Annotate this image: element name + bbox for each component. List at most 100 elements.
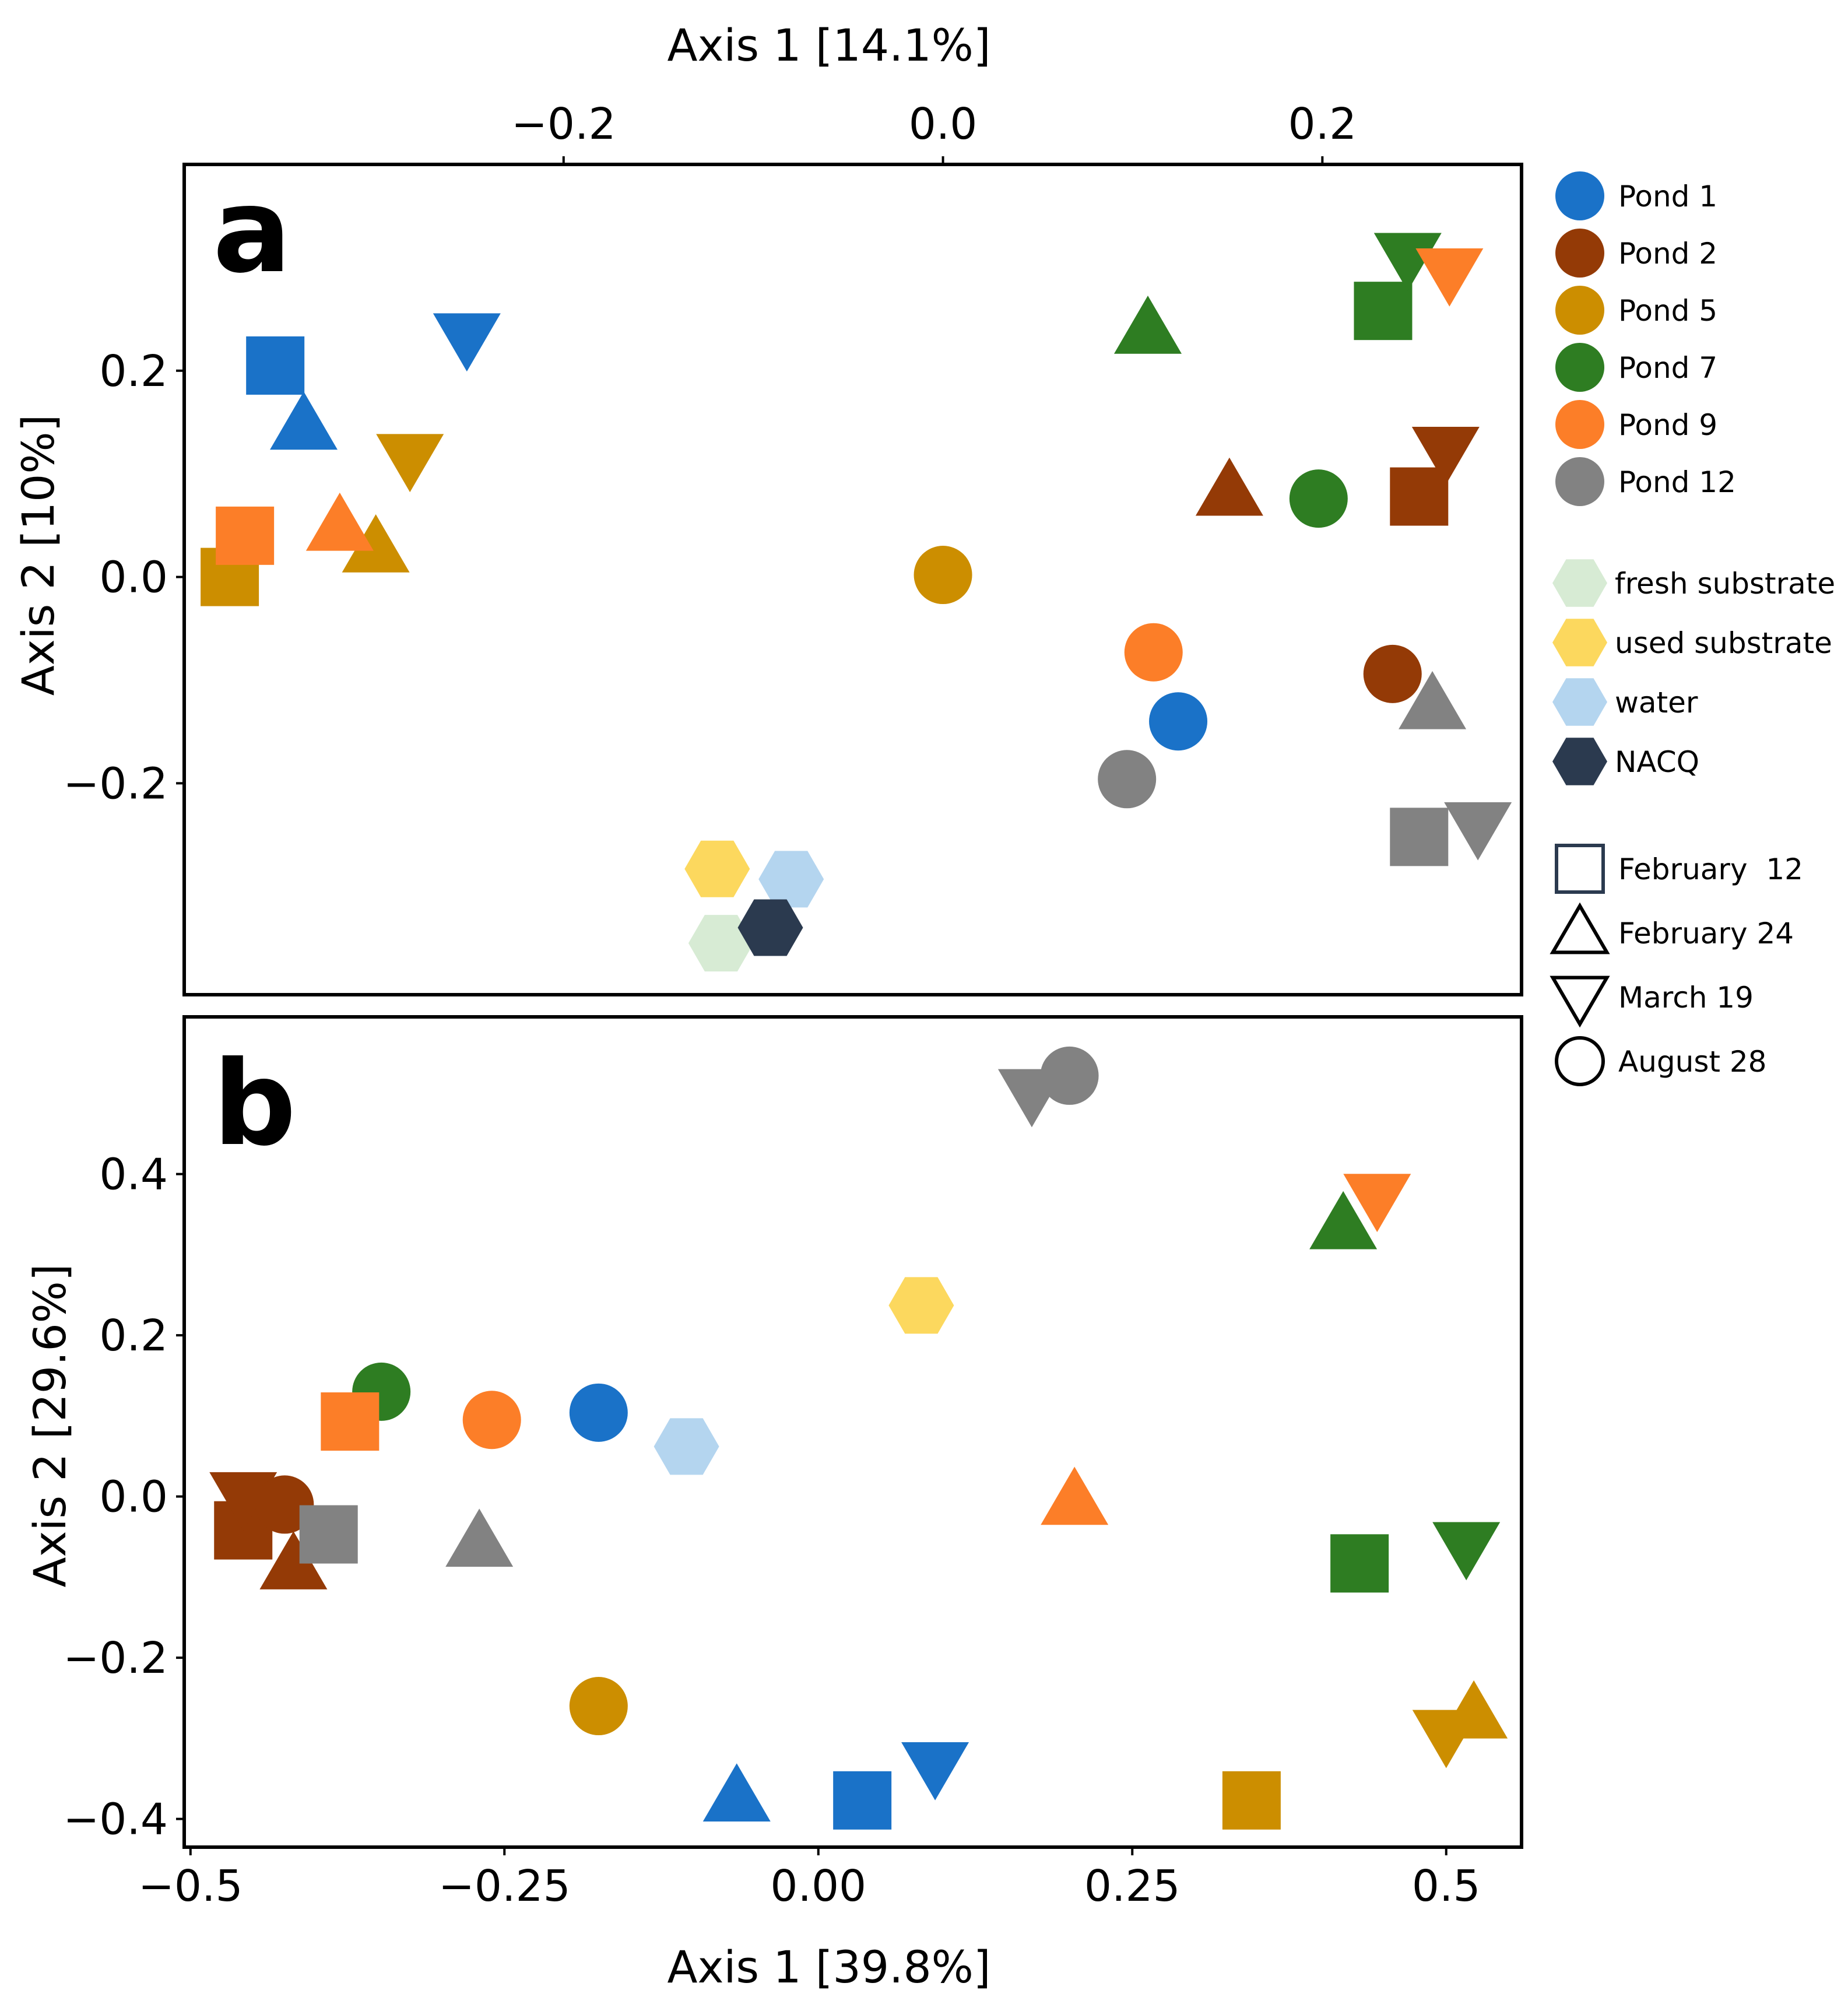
panel-b-frame bbox=[182, 1015, 1523, 1849]
panel-b-point-pond-1-triangle-down bbox=[901, 1742, 969, 1801]
panel-b-point-pond-9-triangle-up bbox=[1041, 1466, 1109, 1525]
panel-b-point-pond-1-circle bbox=[569, 1383, 628, 1442]
panel-a-point-pond-12-triangle-up bbox=[1399, 671, 1467, 729]
panel-a-frame bbox=[182, 163, 1523, 996]
panel-b-point-pond-7-triangle-up bbox=[1309, 1191, 1378, 1250]
panel-a-y-tick-label: 0.0 bbox=[99, 553, 168, 603]
panel-a-ticks: −0.2 0.0 0.2 0.2 0.0 −0.2 bbox=[63, 99, 1357, 809]
panel-b-point-pond-7-square bbox=[1330, 1534, 1389, 1593]
panel-b-x-tick-label: −0.25 bbox=[438, 1861, 571, 1911]
panel-b: −0.5 −0.25 0.00 0.25 0.50.40.20.0−0.2−0.4 b … bbox=[24, 1015, 1523, 1993]
panel-a-point-pond-1-triangle-up bbox=[269, 391, 338, 450]
panel-b-y-tick-label: 0.2 bbox=[99, 1311, 168, 1361]
panel-a-point-used-substrate-hexagon bbox=[684, 840, 750, 897]
panel-a-point-pond-9-square bbox=[216, 506, 275, 565]
panel-a-points bbox=[201, 233, 1512, 972]
legend-marker-pond-1 bbox=[1555, 171, 1604, 220]
legend-marker-water bbox=[1552, 678, 1607, 726]
legend-label-pond-7: Pond 7 bbox=[1618, 351, 1717, 385]
panel-b-point-pond-1-square bbox=[833, 1771, 892, 1830]
legend-marker-used-substrate bbox=[1552, 619, 1607, 666]
legend-label-pond-9: Pond 9 bbox=[1618, 408, 1717, 442]
panel-a-point-pond-7-square bbox=[1354, 282, 1413, 341]
legend-marker-circle bbox=[1555, 1036, 1605, 1086]
panel-a-point-pond-1-circle bbox=[1149, 692, 1208, 751]
panel-b-point-pond-9-circle bbox=[462, 1391, 521, 1450]
panel-a-point-pond-5-triangle-down bbox=[376, 434, 444, 493]
panel-a-point-pond-2-square bbox=[1390, 467, 1449, 526]
panel-b-point-used-substrate-hexagon bbox=[888, 1277, 954, 1334]
panel-a-point-pond-2-circle bbox=[1363, 644, 1422, 703]
panel-a-y-tick-label: 0.2 bbox=[99, 346, 168, 396]
legend-label-nacq: NACQ bbox=[1615, 745, 1699, 779]
panel-a-point-pond-12-triangle-down bbox=[1444, 802, 1512, 861]
panel-b-point-pond-9-triangle-down bbox=[1343, 1174, 1411, 1233]
panel-b-point-pond-5-triangle-down bbox=[1412, 1710, 1480, 1768]
panel-a-x-tick-label: 0.0 bbox=[909, 99, 978, 149]
legend-label-used-substrate: used substrate bbox=[1615, 626, 1832, 660]
panel-b-point-pond-1-triangle-up bbox=[702, 1763, 771, 1822]
panel-a-x-axis-title: Axis 1 [14.1%] bbox=[667, 19, 990, 71]
panel-b-point-water-hexagon bbox=[654, 1418, 719, 1475]
panel-a-point-pond-7-triangle-up bbox=[1113, 296, 1182, 354]
panel-a-y-axis-title: Axis 2 [10%] bbox=[12, 415, 64, 696]
panel-a-point-nacq-hexagon bbox=[737, 899, 803, 956]
legend-label-pond-5: Pond 5 bbox=[1618, 294, 1717, 328]
panel-b-letter: b bbox=[213, 1036, 296, 1172]
panel-a-point-pond-7-triangle-down bbox=[1373, 233, 1442, 292]
legend-marker-triangle-up bbox=[1550, 902, 1610, 954]
panel-a-point-pond-2-triangle-down bbox=[1411, 427, 1480, 485]
legend-marker-fresh-substrate bbox=[1552, 559, 1607, 607]
panel-b-point-pond-12-square bbox=[299, 1505, 358, 1564]
legend-label-pond-12: Pond 12 bbox=[1618, 465, 1736, 499]
panel-a-point-water-hexagon bbox=[758, 851, 824, 908]
panel-a-point-fresh-substrate-hexagon bbox=[688, 915, 754, 972]
panel-b-x-axis-title: Axis 1 [39.8%] bbox=[667, 1941, 990, 1993]
panel-b-point-pond-9-square bbox=[321, 1392, 380, 1451]
panel-b-point-pond-12-triangle-up bbox=[445, 1508, 514, 1567]
legend-marker-pond-5 bbox=[1555, 286, 1604, 335]
panel-a-point-pond-1-square bbox=[246, 336, 305, 395]
panel-b-point-pond-5-square bbox=[1222, 1771, 1281, 1830]
panel-a-x-tick-label: −0.2 bbox=[511, 99, 616, 149]
panel-b-x-tick-label: 0.25 bbox=[1084, 1861, 1181, 1911]
panel-a-point-pond-9-triangle-down bbox=[1415, 248, 1484, 307]
legend-label-fresh-substrate: fresh substrate bbox=[1615, 567, 1835, 601]
panel-b-y-axis-title: Axis 2 [29.6%] bbox=[24, 1264, 76, 1587]
legend-marker-triangle-down bbox=[1550, 975, 1610, 1028]
panel-a-point-pond-2-triangle-up bbox=[1195, 457, 1263, 516]
panel-b-point-pond-12-circle bbox=[1040, 1046, 1099, 1105]
legend-marker-pond-9 bbox=[1555, 400, 1604, 449]
panel-a-letter: a bbox=[213, 163, 291, 299]
panel-b-point-pond-7-triangle-down bbox=[1432, 1522, 1501, 1581]
legend-label-date: March 19 bbox=[1618, 981, 1754, 1015]
panel-a-point-pond-7-circle bbox=[1289, 469, 1348, 528]
panel-b-point-pond-2-circle bbox=[255, 1475, 314, 1534]
panel-a-x-tick-label: 0.2 bbox=[1288, 99, 1357, 149]
panel-b-points bbox=[209, 1046, 1508, 1830]
legend-label-pond-1: Pond 1 bbox=[1618, 180, 1717, 213]
panel-a: −0.2 0.0 0.2 0.2 0.0 −0.2 a Axis 1 [14.1%] Ax… bbox=[12, 19, 1523, 996]
panel-b-point-pond-2-triangle-up bbox=[259, 1531, 328, 1589]
legend-marker-nacq bbox=[1552, 738, 1607, 785]
panel-b-y-tick-label: 0.0 bbox=[99, 1472, 168, 1522]
panel-a-point-pond-12-circle bbox=[1098, 750, 1157, 809]
panel-a-y-tick-label: −0.2 bbox=[63, 759, 168, 809]
legend: Pond 1 Pond 2 Pond 5 Pond 7 Pond 9 Pond 12 fre… bbox=[1550, 171, 1835, 1086]
legend-marker-square bbox=[1555, 844, 1605, 894]
panel-a-point-pond-5-circle bbox=[914, 546, 972, 605]
panel-b-y-tick-label: −0.2 bbox=[63, 1633, 168, 1683]
legend-label-pond-2: Pond 2 bbox=[1618, 237, 1717, 271]
panel-b-point-pond-2-triangle-down bbox=[209, 1472, 277, 1531]
panel-a-point-pond-1-triangle-down bbox=[433, 313, 501, 372]
panel-a-point-pond-12-square bbox=[1390, 808, 1449, 866]
panel-a-point-pond-9-triangle-up bbox=[305, 492, 374, 551]
panel-b-x-tick-label: −0.5 bbox=[138, 1861, 243, 1911]
legend-label-date: August 28 bbox=[1618, 1045, 1767, 1079]
panel-a-point-pond-5-triangle-up bbox=[342, 514, 410, 573]
legend-marker-pond-7 bbox=[1555, 343, 1604, 392]
legend-label-water: water bbox=[1615, 686, 1698, 720]
panel-b-point-pond-5-circle bbox=[569, 1677, 628, 1736]
legend-marker-pond-2 bbox=[1555, 229, 1604, 278]
